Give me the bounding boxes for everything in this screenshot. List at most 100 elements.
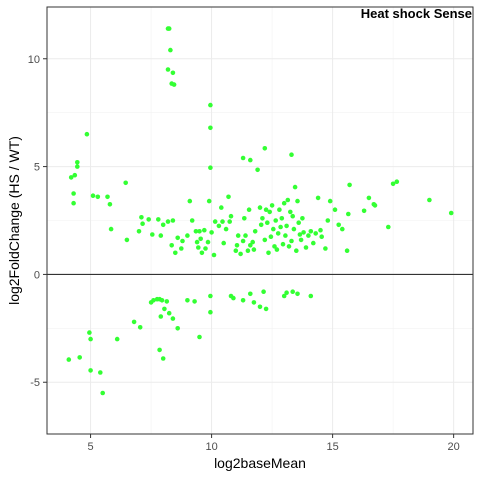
- data-point: [294, 248, 299, 253]
- data-point: [228, 213, 234, 219]
- data-point: [336, 222, 342, 228]
- data-point: [263, 207, 269, 212]
- data-point: [196, 245, 201, 250]
- data-point: [194, 239, 200, 245]
- data-point: [158, 233, 164, 238]
- data-point: [114, 336, 120, 342]
- y-tick-label: 0: [34, 269, 40, 281]
- data-point: [311, 240, 316, 246]
- data-point: [131, 319, 137, 325]
- data-point: [139, 215, 144, 220]
- data-point: [262, 146, 268, 151]
- data-point: [205, 239, 211, 245]
- data-point: [66, 357, 72, 362]
- data-point: [175, 326, 180, 331]
- data-point: [179, 246, 184, 251]
- data-point: [95, 194, 101, 200]
- data-point: [301, 230, 306, 235]
- data-point: [281, 293, 287, 299]
- plot-border: [46, 6, 474, 435]
- data-point: [248, 291, 253, 297]
- data-point: [289, 238, 294, 244]
- data-points: [66, 26, 454, 396]
- data-point: [151, 298, 156, 303]
- data-point: [72, 172, 78, 178]
- data-point: [257, 304, 263, 310]
- data-point: [199, 250, 205, 256]
- data-point: [189, 218, 195, 223]
- data-point: [180, 238, 185, 244]
- data-point: [242, 216, 247, 221]
- data-point: [275, 231, 281, 236]
- data-point: [165, 219, 171, 224]
- y-tick-label: -5: [30, 377, 40, 389]
- data-point: [240, 238, 246, 244]
- data-point: [162, 306, 167, 312]
- data-point: [208, 165, 213, 170]
- data-point: [146, 217, 151, 222]
- data-point: [261, 289, 266, 295]
- data-point: [298, 237, 304, 243]
- data-point: [366, 195, 372, 201]
- data-point: [170, 218, 176, 223]
- data-point: [390, 181, 396, 187]
- data-point: [300, 216, 305, 221]
- data-point: [251, 300, 257, 305]
- data-point: [84, 131, 90, 137]
- data-point: [105, 194, 110, 200]
- y-tick-label: 5: [34, 162, 40, 174]
- data-point: [77, 355, 82, 360]
- data-point: [252, 229, 258, 234]
- data-point: [290, 213, 296, 219]
- data-point: [136, 229, 142, 234]
- data-point: [90, 193, 96, 198]
- data-point: [198, 236, 203, 242]
- data-point: [250, 239, 255, 245]
- data-point: [123, 180, 128, 186]
- data-point: [98, 370, 103, 375]
- data-point: [265, 220, 270, 225]
- data-point: [223, 226, 229, 232]
- data-point: [208, 309, 213, 315]
- y-axis-ticks: -5 0 5 10: [28, 54, 47, 389]
- x-tick-label: 10: [205, 441, 217, 453]
- data-point: [257, 205, 263, 210]
- data-point: [361, 208, 367, 214]
- data-point: [238, 251, 243, 257]
- data-point: [268, 234, 274, 239]
- data-point: [386, 224, 391, 230]
- data-point: [187, 198, 193, 204]
- data-point: [208, 125, 213, 131]
- data-point: [68, 175, 74, 180]
- data-point: [159, 298, 165, 303]
- data-point: [88, 368, 93, 373]
- data-point: [272, 244, 277, 249]
- data-point: [248, 157, 253, 163]
- data-point: [347, 182, 352, 188]
- y-tick-label: 10: [28, 54, 40, 66]
- data-point: [221, 240, 226, 246]
- x-tick-label: 5: [88, 441, 94, 453]
- data-point: [240, 298, 246, 303]
- data-point: [291, 226, 297, 232]
- data-point: [319, 234, 325, 239]
- data-point: [284, 223, 289, 229]
- data-point: [315, 195, 321, 201]
- data-point: [292, 184, 298, 190]
- data-point: [280, 241, 286, 247]
- data-point: [212, 219, 218, 224]
- data-point: [313, 231, 319, 236]
- data-point: [306, 233, 311, 238]
- data-point: [308, 293, 314, 299]
- data-point: [166, 310, 172, 316]
- data-point: [288, 209, 293, 215]
- data-point: [166, 26, 172, 31]
- data-point: [170, 316, 176, 321]
- data-point: [165, 67, 171, 72]
- data-point: [160, 356, 166, 361]
- data-point: [283, 233, 288, 238]
- data-point: [193, 229, 199, 234]
- data-point: [285, 197, 291, 203]
- data-point: [263, 306, 269, 312]
- x-tick-label: 20: [448, 441, 460, 453]
